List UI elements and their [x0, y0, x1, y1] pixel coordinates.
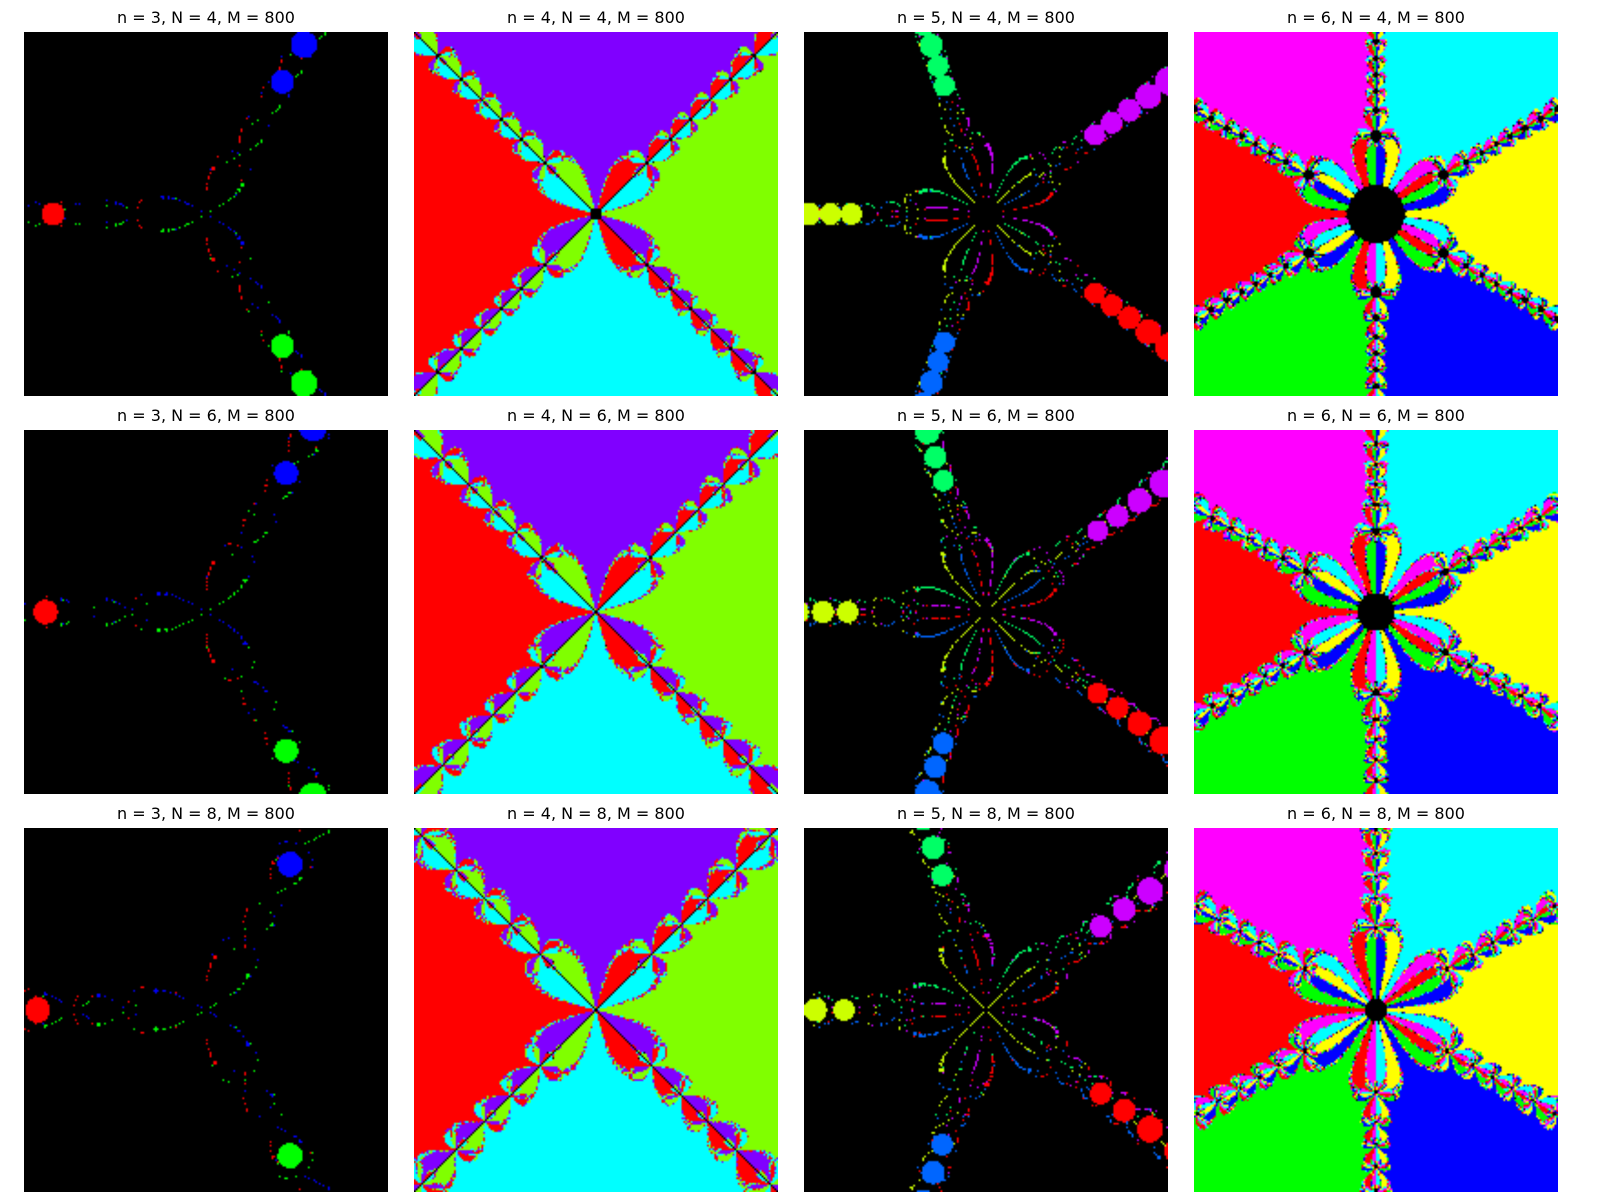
basin-of-attraction-image [1194, 430, 1558, 794]
fractal-panel: n = 3, N = 8, M = 800 [24, 800, 388, 1192]
fractal-panel: n = 3, N = 6, M = 800 [24, 402, 388, 794]
fractal-panel: n = 4, N = 4, M = 800 [414, 4, 778, 396]
basin-of-attraction-image [804, 32, 1168, 396]
basin-of-attraction-image [24, 828, 388, 1192]
panel-title: n = 4, N = 8, M = 800 [507, 804, 685, 823]
fractal-panel: n = 5, N = 4, M = 800 [804, 4, 1168, 396]
panel-title: n = 4, N = 6, M = 800 [507, 406, 685, 425]
fractal-panel: n = 3, N = 4, M = 800 [24, 4, 388, 396]
fractal-panel: n = 5, N = 6, M = 800 [804, 402, 1168, 794]
panel-title: n = 5, N = 8, M = 800 [897, 804, 1075, 823]
basin-of-attraction-image [804, 828, 1168, 1192]
panel-title: n = 4, N = 4, M = 800 [507, 8, 685, 27]
basin-of-attraction-image [24, 430, 388, 794]
fractal-panel: n = 5, N = 8, M = 800 [804, 800, 1168, 1192]
basin-of-attraction-image [414, 430, 778, 794]
fractal-panel: n = 6, N = 6, M = 800 [1194, 402, 1558, 794]
basin-of-attraction-image [414, 828, 778, 1192]
panel-title: n = 3, N = 6, M = 800 [117, 406, 295, 425]
panel-title: n = 5, N = 6, M = 800 [897, 406, 1075, 425]
panel-title: n = 3, N = 8, M = 800 [117, 804, 295, 823]
panel-title: n = 5, N = 4, M = 800 [897, 8, 1075, 27]
fractal-panel: n = 6, N = 8, M = 800 [1194, 800, 1558, 1192]
basin-of-attraction-image [414, 32, 778, 396]
fractal-panel: n = 4, N = 8, M = 800 [414, 800, 778, 1192]
fractal-panel: n = 6, N = 4, M = 800 [1194, 4, 1558, 396]
panel-title: n = 6, N = 8, M = 800 [1287, 804, 1465, 823]
panel-title: n = 6, N = 6, M = 800 [1287, 406, 1465, 425]
panel-title: n = 6, N = 4, M = 800 [1287, 8, 1465, 27]
panel-title: n = 3, N = 4, M = 800 [117, 8, 295, 27]
basin-of-attraction-image [804, 430, 1168, 794]
fractal-panel: n = 4, N = 6, M = 800 [414, 402, 778, 794]
basin-of-attraction-image [24, 32, 388, 396]
basin-of-attraction-image [1194, 828, 1558, 1192]
basin-of-attraction-image [1194, 32, 1558, 396]
